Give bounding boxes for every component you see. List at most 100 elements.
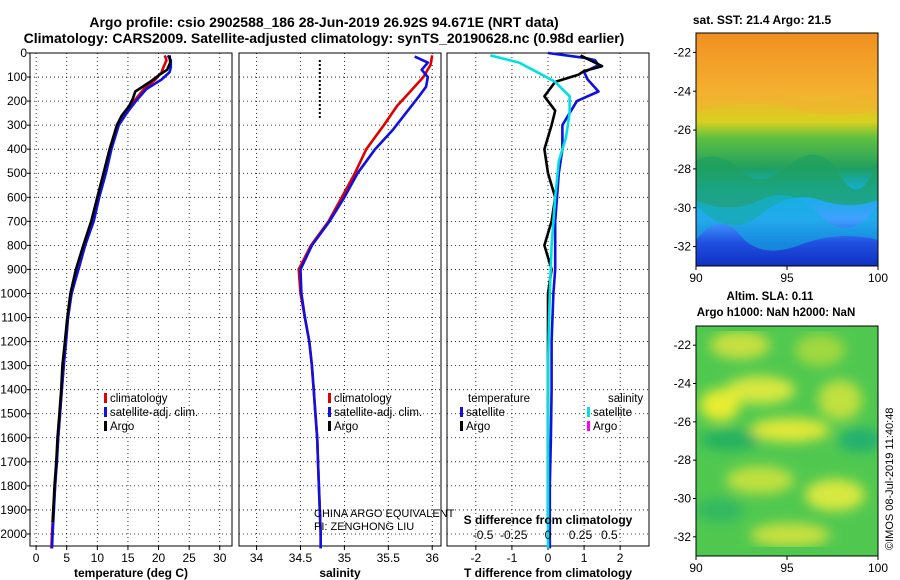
sla-subtitle: Argo h1000: NaN h2000: NaN	[697, 307, 856, 319]
salinity-argo-marker	[318, 60, 321, 62]
temperature-xtick-label: 10	[91, 551, 105, 565]
sst-map	[695, 32, 879, 267]
temperature-xlabel: temperature (deg C)	[74, 566, 188, 580]
salinity-axes	[238, 52, 442, 547]
salinity-argo-marker	[318, 80, 321, 82]
sla-ytick-label: -28	[674, 453, 692, 467]
depth-tick-label: 2000	[0, 527, 27, 541]
diff-salinity-legend-swatch	[587, 421, 590, 431]
depth-tick-label: 1900	[0, 503, 27, 517]
temperature-xtick-label: 25	[182, 551, 196, 565]
diff-legend-title-temperature: temperature	[468, 393, 530, 405]
sla-xtick-label: 90	[689, 561, 703, 575]
depth-tick-label: 600	[7, 190, 27, 204]
depth-tick-label: 1500	[0, 407, 27, 421]
temperature-xtick-label: 0	[33, 551, 40, 565]
salinity-xtick-label: 35	[338, 551, 352, 565]
salinity-legend-label: climatology	[334, 393, 392, 405]
salinity-argo-marker	[318, 108, 321, 110]
salinity-argo-marker	[318, 96, 321, 98]
temperature-xtick-label: 30	[213, 551, 227, 565]
depth-tick-label: 1300	[0, 359, 27, 373]
depth-tick-label: 800	[7, 238, 27, 252]
diff-salinity-legend-label: Argo	[593, 421, 617, 433]
pi-name: PI: ZENGHONG LIU	[314, 521, 414, 533]
diff-salinity-legend-swatch	[587, 407, 590, 417]
sst-ytick-label: -28	[674, 162, 692, 176]
temperature-legend-swatch	[104, 421, 107, 431]
sla-ytick-label: -30	[674, 492, 692, 506]
sla-title: Altim. SLA: 0.11	[727, 291, 815, 303]
temperature-legend-label: Argo	[110, 421, 134, 433]
sst-xtick-label: 95	[780, 271, 794, 285]
temperature-series-argo	[51, 55, 172, 523]
temperature-legend-swatch	[104, 393, 107, 403]
sst-ytick-label: -26	[674, 123, 692, 137]
sst-xtick-label: 90	[689, 271, 703, 285]
salinity-argo-marker	[318, 72, 321, 74]
salinity-xlabel: salinity	[319, 566, 361, 580]
salinity-legend-label: satellite-adj. clim.	[334, 407, 422, 419]
diff-temperature-legend-swatch	[460, 407, 463, 417]
salinity-series-satellite-adj-clim-	[299, 55, 430, 549]
depth-tick-label: 900	[7, 262, 27, 276]
temperature-xtick-label: 5	[63, 551, 70, 565]
header-line2: Climatology: CARS2009. Satellite-adjuste…	[24, 30, 625, 46]
sla-map	[695, 325, 879, 557]
temperature-legend-label: satellite-adj. clim.	[110, 407, 198, 419]
depth-tick-label: 300	[7, 118, 27, 132]
salinity-argo-marker	[318, 64, 321, 66]
temperature-legend-label: climatology	[110, 393, 168, 405]
credit: ©IMOS 08-Jul-2019 11:40:48	[884, 408, 896, 550]
depth-tick-label: 100	[7, 70, 27, 84]
diff-s-tick-label: 0.25	[569, 528, 593, 542]
salinity-xtick-label: 36	[426, 551, 440, 565]
salinity-xtick-label: 34	[250, 551, 264, 565]
depth-tick-label: 1400	[0, 383, 27, 397]
temperature-axes	[29, 52, 233, 547]
depth-tick-label: 1700	[0, 455, 27, 469]
pi-institution: CHINA ARGO EQUIVALENT	[314, 508, 455, 520]
depth-tick-label: 1100	[1, 311, 27, 325]
depth-tick-label: 1000	[0, 286, 27, 300]
difference-xtick-label: -2	[471, 551, 482, 565]
diff-s-tick-label: -0.25	[500, 528, 528, 542]
sst-xtick-label: 100	[868, 271, 888, 285]
salinity-legend-label: Argo	[334, 421, 358, 433]
temperature-legend-swatch	[104, 407, 107, 417]
salinity-xtick-label: 35.5	[377, 551, 401, 565]
diff-xlabel-top: S difference from climatology	[464, 513, 633, 527]
salinity-argo-marker	[318, 84, 321, 86]
diff-salinity-legend-label: satellite	[593, 407, 632, 419]
sla-xtick-label: 100	[868, 561, 888, 575]
salinity-argo-marker	[318, 88, 321, 90]
depth-tick-label: 400	[7, 142, 27, 156]
salinity-legend-swatch	[328, 407, 331, 417]
header-line1: Argo profile: csio 2902588_186 28-Jun-20…	[89, 14, 558, 30]
temperature-xtick-label: 20	[152, 551, 166, 565]
difference-xtick-label: 1	[581, 551, 588, 565]
salinity-argo-marker	[318, 92, 321, 94]
diff-legend-title-salinity: salinity	[608, 393, 643, 405]
sst-ytick-label: -30	[674, 201, 692, 215]
salinity-xtick-label: 34.5	[289, 551, 313, 565]
depth-tick-label: 1200	[0, 335, 27, 349]
sst-ytick-label: -24	[674, 84, 692, 98]
depth-tick-label: 1600	[0, 431, 27, 445]
temperature-xtick-label: 15	[121, 551, 135, 565]
difference-series-s-satellite	[489, 54, 571, 549]
depth-tick-label: 1800	[0, 479, 27, 493]
difference-xtick-label: 2	[617, 551, 624, 565]
sla-ytick-label: -26	[674, 415, 692, 429]
diff-temperature-legend-label: Argo	[466, 421, 490, 433]
diff-temperature-legend-label: satellite	[466, 407, 505, 419]
sla-xtick-label: 95	[780, 561, 794, 575]
diff-s-tick-label: 0	[545, 528, 552, 542]
salinity-argo-marker	[318, 100, 321, 102]
sla-ytick-label: -22	[674, 338, 692, 352]
salinity-argo-marker	[318, 68, 321, 70]
sst-ytick-label: -22	[674, 45, 692, 59]
salinity-argo-marker	[318, 104, 321, 106]
salinity-legend-swatch	[328, 421, 331, 431]
